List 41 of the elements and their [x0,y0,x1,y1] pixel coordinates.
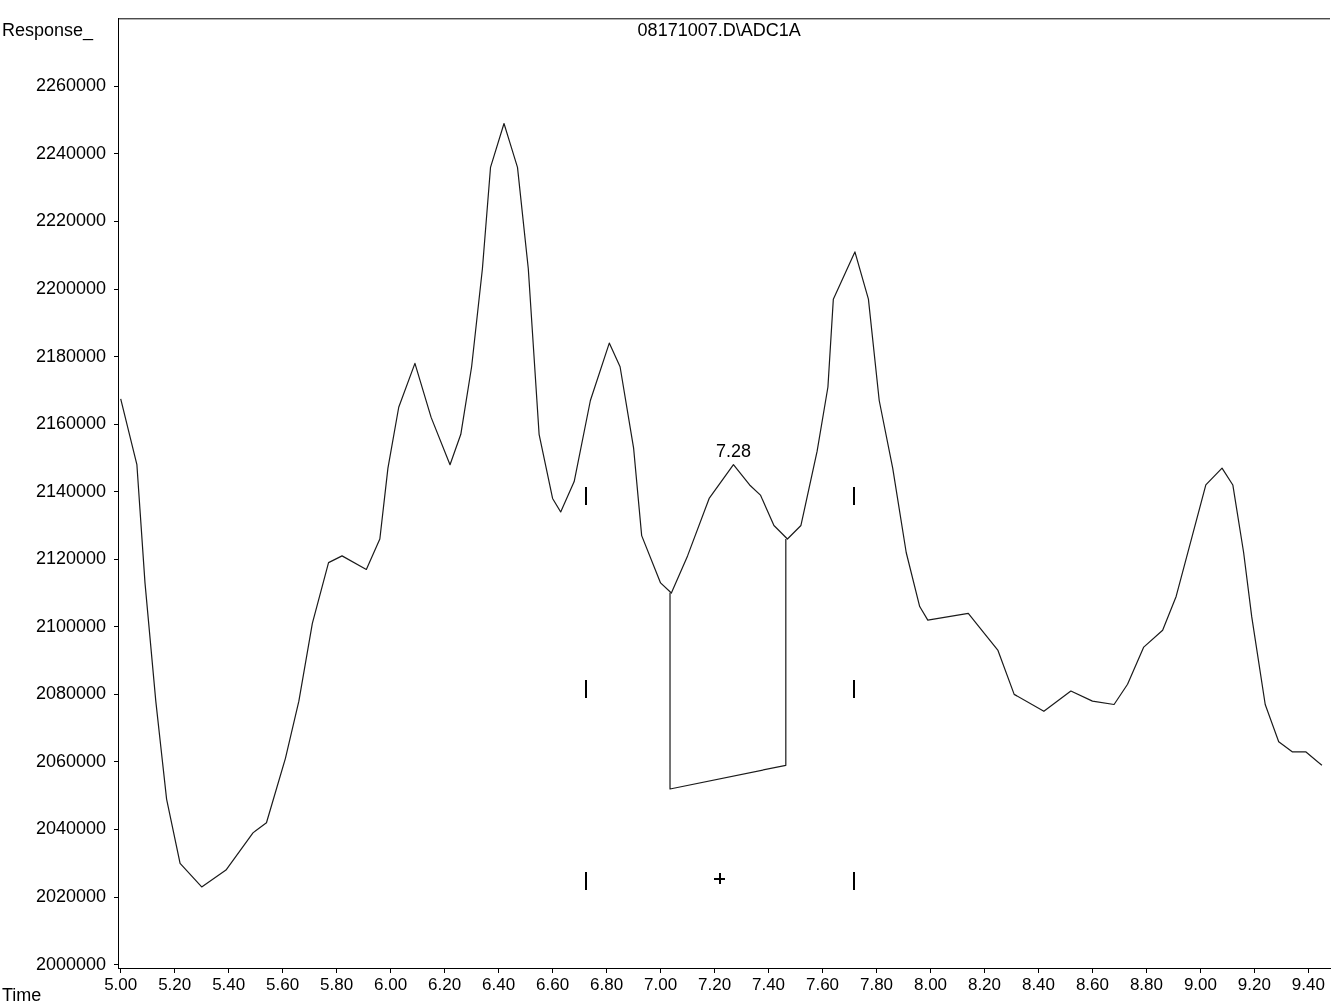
y-tick-label: 2140000 [35,480,106,501]
x-tick-label: 8.20 [967,974,1002,994]
y-tick-label: 2040000 [35,818,106,839]
y-tick-label: 2000000 [35,953,106,974]
x-tick-label: 8.40 [1021,974,1056,994]
y-tick-label: 2060000 [35,750,106,771]
x-tick-label: 7.20 [698,974,732,994]
x-tick-label: 9.40 [1291,974,1325,994]
x-tick-label: 7.80 [859,974,894,994]
y-tick-label: 2220000 [35,210,106,231]
y-tick-label: 2160000 [35,413,106,434]
x-tick-label: 6.40 [482,974,516,994]
y-tick-label: 2080000 [35,683,106,704]
annotation: 7.28 [715,440,751,461]
x-tick-label: 9.20 [1237,974,1271,994]
x-tick-label: 7.40 [751,974,786,994]
x-tick-label: 6.80 [590,974,624,994]
y-axis-title: Response_ [2,19,95,41]
y-tick-label: 2100000 [35,615,106,636]
x-tick-label: 6.60 [536,974,570,994]
x-tick-label: 5.40 [212,974,246,994]
y-tick-label: 2020000 [35,886,106,907]
x-tick-label: 9.00 [1183,974,1217,994]
x-tick-label: 6.00 [374,974,408,994]
y-tick-label: 2200000 [35,278,106,298]
x-axis-title: Time [2,984,42,1005]
y-tick-label: 2120000 [35,548,106,569]
y-tick-label: 2260000 [35,75,106,96]
y-tick-label: 2240000 [35,142,106,163]
x-tick-label: 5.20 [158,974,192,994]
x-tick-label: 6.20 [428,974,462,994]
x-tick-label: 8.60 [1075,974,1110,994]
x-tick-label: 8.00 [913,974,948,994]
x-tick-label: 7.60 [805,974,840,994]
y-tick-label: 2180000 [35,345,106,366]
x-tick-label: 7.00 [644,974,678,994]
x-tick-label: 8.80 [1129,974,1163,994]
x-tick-label: 5.80 [320,974,354,994]
chart-title: 08171007.D\ADC1A [637,19,801,40]
x-tick-label: 5.60 [266,974,300,994]
x-tick-label: 5.00 [104,974,138,994]
